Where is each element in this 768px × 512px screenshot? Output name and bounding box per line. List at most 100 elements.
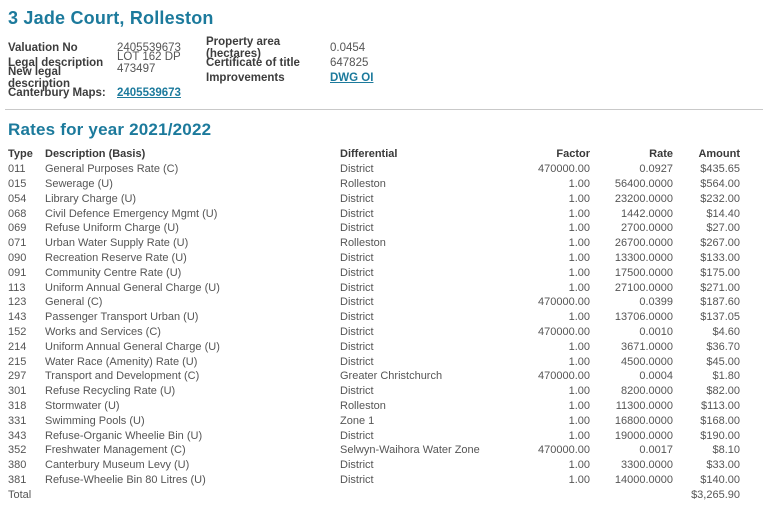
rates-table-row: 071 Urban Water Supply Rate (U) Rolleston 1… <box>8 236 740 251</box>
cell-rate: 8200.0000 <box>621 385 673 398</box>
cell-type: 068 <box>8 207 27 220</box>
cell-description: General (C) <box>45 296 103 309</box>
cell-differential: Rolleston <box>340 237 386 250</box>
cell-type: 069 <box>8 222 27 235</box>
cell-amount: $8.10 <box>712 444 740 457</box>
improvements-link[interactable]: DWG OI <box>330 71 374 84</box>
cell-factor: 1.00 <box>568 192 590 205</box>
section-divider <box>5 109 763 110</box>
cell-description: Stormwater (U) <box>45 399 120 412</box>
cell-rate: 0.0017 <box>639 444 673 457</box>
cell-type: 054 <box>8 192 27 205</box>
cell-rate: 14000.0000 <box>614 473 673 486</box>
rates-table-row: 015 Sewerage (U) Rolleston 1.00 56400.0000 $5… <box>8 177 740 192</box>
rates-table-row: 068 Civil Defence Emergency Mgmt (U) Distr… <box>8 206 740 221</box>
property-detail-row: Canterbury Maps: 2405539673 <box>8 85 760 100</box>
cell-description: Sewerage (U) <box>45 177 113 190</box>
cell-type: 123 <box>8 296 27 309</box>
cell-amount: $190.00 <box>700 429 740 442</box>
cell-factor: 1.00 <box>568 266 590 279</box>
cell-rate: 1442.0000 <box>621 207 673 220</box>
cell-rate: 23200.0000 <box>614 192 673 205</box>
cell-type: 113 <box>8 281 26 294</box>
rates-heading: Rates for year 2021/2022 <box>8 120 212 139</box>
cell-rate: 0.0010 <box>639 325 673 338</box>
cell-type: 301 <box>8 385 27 398</box>
cell-type: 071 <box>8 237 27 250</box>
rates-table-row: 381 Refuse-Wheelie Bin 80 Litres (U) Distr… <box>8 473 740 488</box>
column-header-description: Description (Basis) <box>45 148 146 161</box>
cell-amount: $113.00 <box>701 399 740 412</box>
cell-type: 090 <box>8 251 27 264</box>
cell-rate: 26700.0000 <box>614 237 673 250</box>
cell-amount: $27.00 <box>706 222 740 235</box>
rates-table-row: 113 Uniform Annual General Charge (U) Dist… <box>8 280 740 295</box>
cell-amount: $1.80 <box>712 370 740 383</box>
detail-value: LOT 162 DP 473497 <box>117 50 181 75</box>
rates-table-row: 318 Stormwater (U) Rolleston 1.00 11300.0000… <box>8 399 740 414</box>
detail-label: Certificate of title <box>206 56 300 69</box>
property-detail-row: Valuation No 2405539673 Property area (hec… <box>8 36 760 60</box>
cell-differential: District <box>340 266 374 279</box>
rates-table-row: 123 General (C) District 470000.00 0.0399 $18… <box>8 295 740 310</box>
column-header-factor: Factor <box>556 148 590 161</box>
cell-description: Community Centre Rate (U) <box>45 266 182 279</box>
rates-table-row: 214 Uniform Annual General Charge (U) Dist… <box>8 339 740 354</box>
cell-description: Passenger Transport Urban (U) <box>45 311 199 324</box>
rates-table-row: 069 Refuse Uniform Charge (U) District 1.00… <box>8 221 740 236</box>
cell-type: 152 <box>8 325 27 338</box>
cell-differential: District <box>340 325 374 338</box>
cell-factor: 470000.00 <box>538 325 590 338</box>
cell-amount: $271.00 <box>700 281 740 294</box>
cell-amount: $187.60 <box>700 296 740 309</box>
cell-rate: 17500.0000 <box>614 266 673 279</box>
property-detail-row: Legal description LOT 162 DP 473497 Certif… <box>8 51 760 75</box>
detail-label: Valuation No <box>8 41 78 54</box>
rates-table-row: 352 Freshwater Management (C) Selwyn-Waiho… <box>8 443 740 458</box>
column-header-differential: Differential <box>340 148 398 161</box>
column-header-amount: Amount <box>698 148 740 161</box>
cell-differential: District <box>340 207 374 220</box>
total-amount: $3,265.90 <box>691 488 740 501</box>
cell-description: Freshwater Management (C) <box>45 444 186 457</box>
cell-factor: 1.00 <box>568 429 590 442</box>
detail-label: Canterbury Maps: <box>8 86 106 99</box>
total-label: Total <box>8 488 32 501</box>
rates-table-row: 011 General Purposes Rate (C) District 4700… <box>8 162 740 177</box>
cell-amount: $232.00 <box>700 192 740 205</box>
cell-factor: 1.00 <box>568 473 590 486</box>
cell-type: 297 <box>8 370 27 383</box>
cell-differential: District <box>340 473 374 486</box>
cell-amount: $4.60 <box>712 325 740 338</box>
detail-value: 2405539673 <box>117 41 181 54</box>
cell-amount: $267.00 <box>700 237 740 250</box>
cell-differential: District <box>340 251 374 264</box>
detail-value: 0.0454 <box>330 41 366 54</box>
cell-rate: 11300.0000 <box>615 399 673 412</box>
cell-amount: $175.00 <box>700 266 740 279</box>
cell-description: Urban Water Supply Rate (U) <box>45 237 189 250</box>
cell-factor: 470000.00 <box>538 296 590 309</box>
canterbury-maps-link[interactable]: 2405539673 <box>117 86 181 99</box>
cell-description: Uniform Annual General Charge (U) <box>45 281 220 294</box>
cell-differential: District <box>340 459 374 472</box>
cell-description: Civil Defence Emergency Mgmt (U) <box>45 207 218 220</box>
cell-type: 331 <box>8 414 27 427</box>
cell-rate: 4500.0000 <box>621 355 673 368</box>
cell-type: 011 <box>8 163 26 176</box>
cell-factor: 1.00 <box>568 355 590 368</box>
cell-differential: District <box>340 311 374 324</box>
cell-amount: $133.00 <box>700 251 740 264</box>
cell-rate: 0.0927 <box>639 163 673 176</box>
cell-amount: $33.00 <box>706 459 740 472</box>
cell-differential: District <box>340 355 374 368</box>
rates-table-row: 380 Canterbury Museum Levy (U) District 1.0… <box>8 458 740 473</box>
cell-differential: Selwyn-Waihora Water Zone <box>340 444 480 457</box>
rates-table-row: 152 Works and Services (C) District 470000.… <box>8 325 740 340</box>
cell-factor: 470000.00 <box>538 444 590 457</box>
property-detail-row: New legal description Improvements DWG OI <box>8 66 760 90</box>
cell-differential: Zone 1 <box>340 414 375 427</box>
rates-table-row: 054 Library Charge (U) District 1.00 23200.0… <box>8 191 740 206</box>
cell-amount: $45.00 <box>706 355 740 368</box>
